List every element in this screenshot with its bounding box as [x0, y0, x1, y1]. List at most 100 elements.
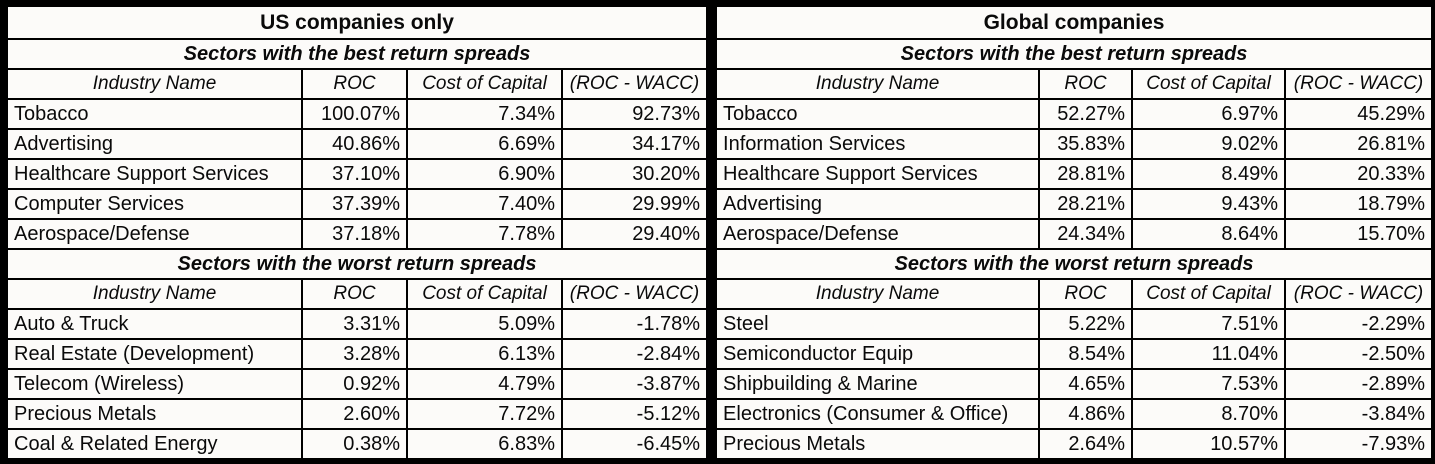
cost-of-capital-cell: 9.43%	[1131, 188, 1287, 220]
roc-wacc-cell: -2.84%	[560, 338, 709, 370]
table-row: Shipbuilding & Marine 4.65% 7.53% -2.89%	[715, 368, 1434, 400]
column-header-row: Industry Name ROC Cost of Capital (ROC -…	[715, 278, 1434, 310]
industry-name-cell: Coal & Related Energy	[6, 428, 303, 460]
roc-wacc-cell: 29.40%	[560, 218, 709, 250]
col-header-roc: ROC	[1038, 278, 1134, 310]
table-row: Healthcare Support Services 37.10% 6.90%…	[6, 158, 709, 190]
roc-cell: 8.54%	[1038, 338, 1134, 370]
table-row: Information Services 35.83% 9.02% 26.81%	[715, 128, 1434, 160]
industry-name-cell: Computer Services	[6, 188, 303, 220]
table-row: Aerospace/Defense 24.34% 8.64% 15.70%	[715, 218, 1434, 250]
industry-name-cell: Aerospace/Defense	[6, 218, 303, 250]
roc-cell: 35.83%	[1038, 128, 1134, 160]
cost-of-capital-cell: 6.90%	[406, 158, 563, 190]
table-row: Advertising 40.86% 6.69% 34.17%	[6, 128, 709, 160]
table-row: Precious Metals 2.64% 10.57% -7.93%	[715, 428, 1434, 460]
roc-wacc-cell: 34.17%	[560, 128, 709, 160]
cost-of-capital-cell: 9.02%	[1131, 128, 1287, 160]
cost-of-capital-cell: 7.78%	[406, 218, 563, 250]
section-heading-best: Sectors with the best return spreads	[5, 38, 709, 70]
table-row: Coal & Related Energy 0.38% 6.83% -6.45%	[6, 428, 709, 460]
cost-of-capital-cell: 8.64%	[1131, 218, 1287, 250]
global-companies-table: Global companies Sectors with the best r…	[715, 5, 1434, 460]
table-row: Semiconductor Equip 8.54% 11.04% -2.50%	[715, 338, 1434, 370]
industry-name-cell: Precious Metals	[715, 428, 1041, 460]
roc-wacc-cell: 30.20%	[560, 158, 709, 190]
roc-wacc-cell: -6.45%	[560, 428, 709, 460]
roc-wacc-cell: -5.12%	[560, 398, 709, 430]
roc-cell: 3.31%	[301, 308, 408, 340]
col-header-roc-wacc: (ROC - WACC)	[560, 278, 709, 310]
col-header-cost-of-capital: Cost of Capital	[406, 68, 563, 100]
industry-name-cell: Steel	[715, 308, 1041, 340]
section-heading-row: Sectors with the best return spreads	[715, 38, 1434, 70]
table-title: Global companies	[715, 5, 1434, 40]
industry-name-cell: Advertising	[6, 128, 303, 160]
roc-cell: 28.81%	[1038, 158, 1134, 190]
cost-of-capital-cell: 7.53%	[1131, 368, 1287, 400]
roc-wacc-cell: 26.81%	[1284, 128, 1434, 160]
cost-of-capital-cell: 7.34%	[406, 98, 563, 130]
roc-wacc-cell: -3.84%	[1284, 398, 1434, 430]
column-header-row: Industry Name ROC Cost of Capital (ROC -…	[6, 278, 709, 310]
col-header-cost-of-capital: Cost of Capital	[1131, 68, 1287, 100]
roc-wacc-cell: -7.93%	[1284, 428, 1434, 460]
industry-name-cell: Precious Metals	[6, 398, 303, 430]
industry-name-cell: Advertising	[715, 188, 1041, 220]
roc-wacc-cell: 18.79%	[1284, 188, 1434, 220]
table-row: Healthcare Support Services 28.81% 8.49%…	[715, 158, 1434, 190]
roc-wacc-cell: 45.29%	[1284, 98, 1434, 130]
roc-cell: 4.65%	[1038, 368, 1134, 400]
table-row: Steel 5.22% 7.51% -2.29%	[715, 308, 1434, 340]
roc-cell: 2.64%	[1038, 428, 1134, 460]
industry-name-cell: Tobacco	[6, 98, 303, 130]
industry-name-cell: Electronics (Consumer & Office)	[715, 398, 1041, 430]
table-row: Precious Metals 2.60% 7.72% -5.12%	[6, 398, 709, 430]
industry-name-cell: Healthcare Support Services	[6, 158, 303, 190]
column-header-row: Industry Name ROC Cost of Capital (ROC -…	[6, 68, 709, 100]
industry-name-cell: Auto & Truck	[6, 308, 303, 340]
industry-name-cell: Real Estate (Development)	[6, 338, 303, 370]
table-row: Real Estate (Development) 3.28% 6.13% -2…	[6, 338, 709, 370]
cost-of-capital-cell: 7.40%	[406, 188, 563, 220]
col-header-roc: ROC	[1038, 68, 1134, 100]
industry-name-cell: Healthcare Support Services	[715, 158, 1041, 190]
cost-of-capital-cell: 6.97%	[1131, 98, 1287, 130]
roc-wacc-cell: -3.87%	[560, 368, 709, 400]
industry-name-cell: Semiconductor Equip	[715, 338, 1041, 370]
section-heading-row: Sectors with the worst return spreads	[715, 248, 1434, 280]
roc-cell: 3.28%	[301, 338, 408, 370]
roc-cell: 0.38%	[301, 428, 408, 460]
col-header-roc-wacc: (ROC - WACC)	[1284, 68, 1434, 100]
roc-wacc-cell: -1.78%	[560, 308, 709, 340]
roc-wacc-cell: 92.73%	[560, 98, 709, 130]
cost-of-capital-cell: 11.04%	[1131, 338, 1287, 370]
col-header-roc: ROC	[301, 278, 408, 310]
table-row: Tobacco 100.07% 7.34% 92.73%	[6, 98, 709, 130]
col-header-industry: Industry Name	[6, 278, 303, 310]
table-title: US companies only	[5, 5, 709, 40]
roc-wacc-cell: -2.50%	[1284, 338, 1434, 370]
industry-name-cell: Tobacco	[715, 98, 1041, 130]
cost-of-capital-cell: 7.72%	[406, 398, 563, 430]
cost-of-capital-cell: 6.13%	[406, 338, 563, 370]
industry-name-cell: Aerospace/Defense	[715, 218, 1041, 250]
cost-of-capital-cell: 4.79%	[406, 368, 563, 400]
section-heading-row: Sectors with the best return spreads	[5, 38, 709, 70]
roc-cell: 28.21%	[1038, 188, 1134, 220]
col-header-industry: Industry Name	[6, 68, 303, 100]
col-header-industry: Industry Name	[715, 68, 1041, 100]
table-title-row: US companies only	[5, 5, 709, 40]
industry-name-cell: Shipbuilding & Marine	[715, 368, 1041, 400]
industry-name-cell: Information Services	[715, 128, 1041, 160]
col-header-roc-wacc: (ROC - WACC)	[1284, 278, 1434, 310]
col-header-cost-of-capital: Cost of Capital	[1131, 278, 1287, 310]
table-row: Advertising 28.21% 9.43% 18.79%	[715, 188, 1434, 220]
us-companies-table: US companies only Sectors with the best …	[5, 5, 709, 460]
table-row: Computer Services 37.39% 7.40% 29.99%	[6, 188, 709, 220]
cost-of-capital-cell: 7.51%	[1131, 308, 1287, 340]
cost-of-capital-cell: 5.09%	[406, 308, 563, 340]
roc-wacc-cell: 20.33%	[1284, 158, 1434, 190]
col-header-roc-wacc: (ROC - WACC)	[560, 68, 709, 100]
